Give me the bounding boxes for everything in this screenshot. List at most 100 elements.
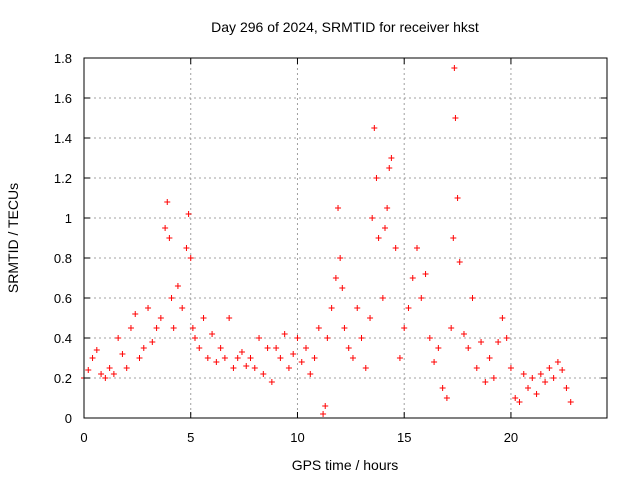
data-point (110, 371, 117, 377)
chart-title: Day 296 of 2024, SRMTID for receiver hks… (211, 19, 479, 35)
data-point (174, 283, 181, 289)
data-point (486, 355, 493, 361)
x-tick-label: 5 (187, 430, 194, 445)
x-tick-label: 0 (80, 430, 87, 445)
data-point (238, 349, 245, 355)
data-point (294, 335, 301, 341)
data-point (320, 411, 327, 417)
data-point (418, 295, 425, 301)
data-point (490, 375, 497, 381)
data-point (386, 165, 393, 171)
data-point (106, 365, 113, 371)
data-point (537, 371, 544, 377)
data-point (426, 335, 433, 341)
data-point (392, 245, 399, 251)
data-point (168, 295, 175, 301)
data-point (465, 345, 472, 351)
data-point (102, 375, 109, 381)
data-point (324, 335, 331, 341)
data-point (221, 355, 228, 361)
data-point (448, 325, 455, 331)
data-point (153, 325, 160, 331)
data-point (230, 365, 237, 371)
data-point (567, 399, 574, 405)
data-point (456, 259, 463, 265)
plot-frame (83, 57, 608, 419)
data-point (460, 331, 467, 337)
data-point (157, 315, 164, 321)
data-point (226, 315, 233, 321)
data-points (81, 65, 574, 417)
data-point (375, 235, 382, 241)
y-tick-label: 0 (65, 411, 72, 426)
y-tick-label: 1 (65, 211, 72, 226)
data-point (251, 365, 258, 371)
data-point (162, 225, 169, 231)
data-point (89, 355, 96, 361)
data-point (303, 345, 310, 351)
data-point (349, 355, 356, 361)
data-point (127, 325, 134, 331)
data-point (179, 305, 186, 311)
data-point (401, 325, 408, 331)
data-point (209, 331, 216, 337)
data-point (337, 255, 344, 261)
data-point (204, 355, 211, 361)
data-point (435, 345, 442, 351)
data-point (311, 355, 318, 361)
data-point (93, 347, 100, 353)
data-point (512, 395, 519, 401)
data-point (454, 195, 461, 201)
x-tick-label: 10 (290, 430, 304, 445)
data-point (384, 205, 391, 211)
data-point (187, 255, 194, 261)
y-axis-label: SRMTID / TECUs (5, 183, 21, 293)
data-point (550, 375, 557, 381)
data-point (381, 225, 388, 231)
data-point (185, 211, 192, 217)
data-point (473, 365, 480, 371)
x-axis-label: GPS time / hours (292, 457, 399, 473)
y-tick-label: 0.2 (54, 371, 72, 386)
y-tick-label: 0.4 (54, 331, 72, 346)
data-point (542, 379, 549, 385)
data-point (371, 125, 378, 131)
data-point (563, 385, 570, 391)
data-point (367, 315, 374, 321)
data-point (439, 385, 446, 391)
x-tick-label: 20 (504, 430, 518, 445)
data-point (482, 379, 489, 385)
data-point (452, 115, 459, 121)
data-point (183, 245, 190, 251)
data-point (339, 285, 346, 291)
data-point (136, 355, 143, 361)
data-point (354, 305, 361, 311)
grid (84, 58, 607, 418)
data-point (234, 355, 241, 361)
y-tick-label: 1.2 (54, 171, 72, 186)
data-point (499, 315, 506, 321)
data-point (559, 367, 566, 373)
data-point (145, 305, 152, 311)
data-point (478, 339, 485, 345)
data-point (119, 351, 126, 357)
data-point (277, 355, 284, 361)
y-tick-label: 0.6 (54, 291, 72, 306)
data-point (409, 275, 416, 281)
data-point (192, 335, 199, 341)
y-tick-label: 1.4 (54, 131, 72, 146)
data-point (298, 359, 305, 365)
data-point (264, 345, 271, 351)
data-point (358, 335, 365, 341)
data-point (189, 325, 196, 331)
data-point (362, 365, 369, 371)
data-point (388, 155, 395, 161)
data-point (115, 335, 122, 341)
data-point (546, 365, 553, 371)
data-point (369, 215, 376, 221)
y-tick-label: 0.8 (54, 251, 72, 266)
data-point (213, 359, 220, 365)
data-point (260, 371, 267, 377)
data-point (85, 367, 92, 373)
data-point (307, 371, 314, 377)
